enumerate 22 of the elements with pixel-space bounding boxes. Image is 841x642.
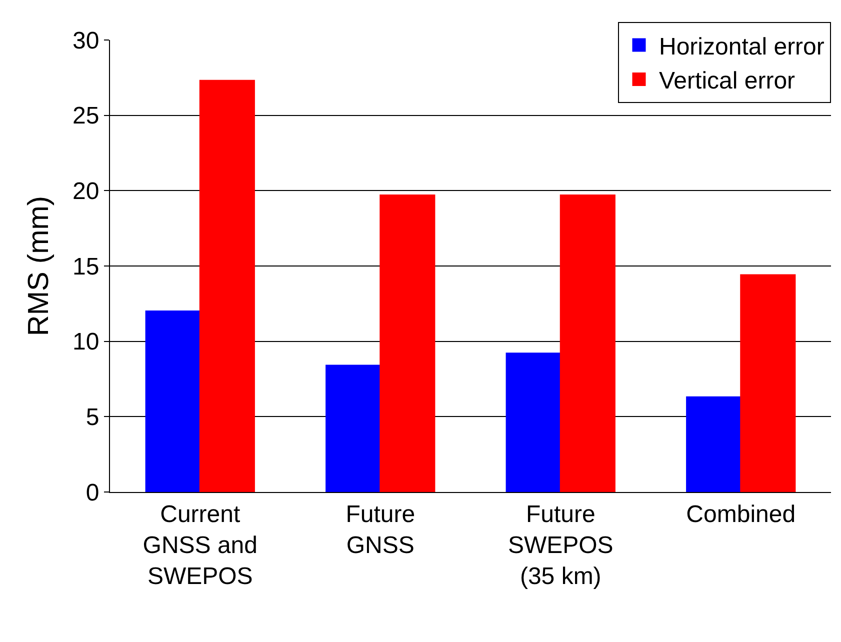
- bar: [145, 310, 201, 492]
- x-tick-label: Future GNSS: [346, 500, 416, 559]
- legend-label: Horizontal error: [659, 33, 824, 60]
- y-tick-label: 10: [72, 328, 100, 356]
- y-tick-label: 5: [86, 404, 100, 432]
- x-tick-label: Current GNSS and SWEPOS: [142, 500, 258, 590]
- bar: [740, 274, 796, 492]
- bar: [686, 396, 742, 492]
- y-tick-label: 0: [86, 479, 100, 506]
- y-tick-label: 15: [72, 253, 100, 280]
- y-tick-label: 25: [72, 102, 100, 130]
- bar: [326, 364, 382, 492]
- bar: [506, 352, 562, 492]
- x-tick-label: Future SWEPOS (35 km): [508, 500, 614, 590]
- bar: [199, 80, 255, 492]
- y-tick-label: 20: [72, 178, 100, 206]
- bar: [380, 194, 436, 492]
- legend-label: Vertical error: [659, 68, 796, 95]
- y-axis-title: RMS (mm): [22, 196, 55, 336]
- x-tick-label: Combined: [686, 500, 796, 528]
- bar: [560, 194, 616, 492]
- y-tick-label: 30: [72, 27, 100, 54]
